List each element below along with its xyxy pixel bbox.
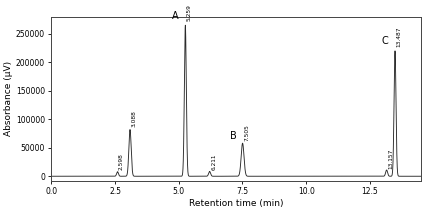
Text: 7.505: 7.505 [244,124,249,141]
Y-axis label: Absorbance (μV): Absorbance (μV) [4,61,13,136]
Text: 13.487: 13.487 [397,27,402,47]
Text: 13.157: 13.157 [388,148,393,169]
Text: C: C [382,36,389,46]
Text: 3.088: 3.088 [132,111,136,127]
Text: 5.259: 5.259 [187,4,192,21]
X-axis label: Retention time (min): Retention time (min) [189,199,283,208]
Text: 2.598: 2.598 [119,153,124,170]
Text: 6.211: 6.211 [211,154,216,170]
Text: A: A [173,11,179,21]
Text: B: B [230,131,236,141]
